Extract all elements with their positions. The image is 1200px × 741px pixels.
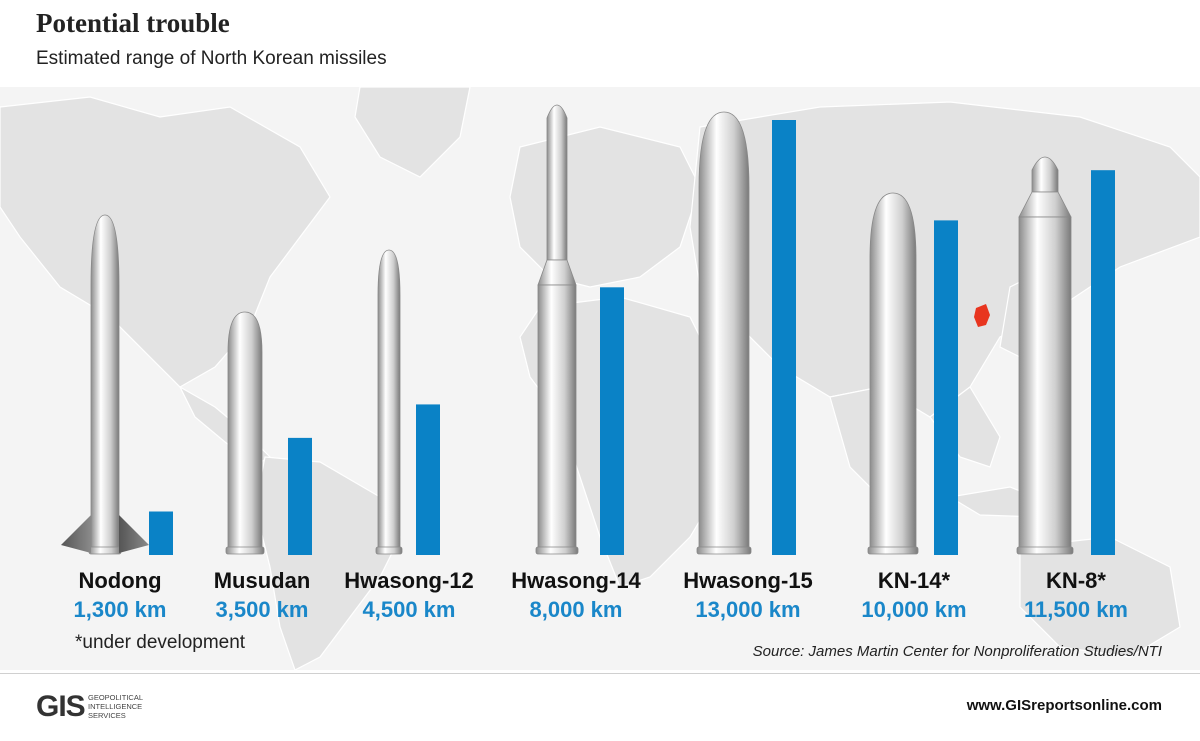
missile-icon bbox=[696, 111, 752, 555]
range-bar bbox=[288, 437, 312, 555]
range-label: 11,500 km bbox=[1024, 597, 1128, 622]
missile-name: Hwasong-15 bbox=[683, 568, 813, 593]
logo-text: GEOPOLITICAL INTELLIGENCE SERVICES bbox=[88, 693, 144, 720]
range-label: 4,500 km bbox=[362, 597, 456, 622]
range-bar bbox=[1091, 170, 1115, 555]
source-note: Source: James Martin Center for Nonproli… bbox=[752, 643, 1162, 660]
range-bar bbox=[149, 511, 173, 555]
footnote: *under development bbox=[75, 632, 246, 653]
range-bar bbox=[934, 220, 958, 555]
missile-name: Hwasong-12 bbox=[344, 568, 474, 593]
gis-logo: GIS GEOPOLITICAL INTELLIGENCE SERVICES bbox=[36, 690, 236, 726]
missile-icon bbox=[867, 192, 919, 555]
page-title: Potential trouble bbox=[36, 8, 230, 38]
missile-icon bbox=[225, 311, 265, 555]
missile-icon bbox=[375, 249, 403, 555]
missile-icon bbox=[535, 104, 579, 555]
range-bar bbox=[416, 404, 440, 555]
range-bar bbox=[772, 120, 796, 555]
page-subtitle: Estimated range of North Korean missiles bbox=[36, 48, 387, 69]
website-link[interactable]: www.GISreportsonline.com bbox=[966, 697, 1162, 714]
missile-name: Hwasong-14 bbox=[511, 568, 641, 593]
missile-name: Nodong bbox=[78, 568, 162, 593]
range-label: 8,000 km bbox=[529, 597, 623, 622]
footer-divider bbox=[0, 673, 1200, 674]
missile-icon bbox=[61, 214, 149, 555]
missile-name: Musudan bbox=[213, 568, 311, 593]
range-label: 10,000 km bbox=[861, 597, 967, 622]
range-label: 13,000 km bbox=[695, 597, 801, 622]
missile-name: KN-8* bbox=[1046, 568, 1106, 593]
korea-highlight bbox=[974, 304, 990, 327]
range-label: 1,300 km bbox=[73, 597, 167, 622]
missile-icon bbox=[1016, 156, 1074, 555]
range-bar bbox=[600, 287, 624, 555]
missile-name: KN-14* bbox=[877, 568, 951, 593]
range-label: 3,500 km bbox=[215, 597, 309, 622]
logo-mark: GIS bbox=[36, 690, 86, 723]
